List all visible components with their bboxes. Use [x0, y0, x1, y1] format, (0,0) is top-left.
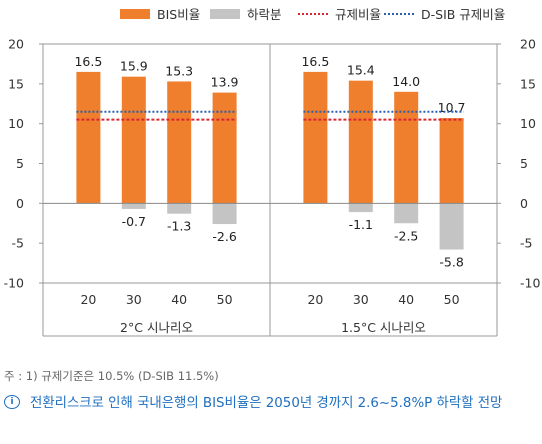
y-tick-label-right: -5 [520, 236, 532, 251]
legend-item-dsib: D-SIB 규제비율 [384, 4, 505, 23]
bis-bar-label: 16.5 [301, 54, 329, 69]
chart-footnote: 주 : 1) 규제기준은 10.5% (D-SIB 11.5%) [4, 369, 219, 383]
bis-bar-label: 14.0 [392, 74, 420, 89]
y-tick-label-right: 20 [520, 37, 536, 52]
x-tick-label: 20 [80, 292, 96, 307]
x-tick-label: 20 [307, 292, 323, 307]
x-tick-label: 40 [398, 292, 414, 307]
bis-bar-label: 15.3 [165, 63, 193, 78]
summary-note: i 전환리스크로 인해 국내은행의 BIS비율은 2050년 경까지 2.6~5… [4, 393, 538, 415]
y-tick-label-left: 5 [16, 156, 24, 171]
legend-swatch-decline [210, 8, 240, 19]
legend-swatch-bis [120, 8, 150, 19]
x-tick-label: 30 [126, 292, 142, 307]
y-tick-label-right: 10 [520, 116, 536, 131]
legend-item-regulatory: 규제비율 [298, 4, 381, 23]
bis-bar [212, 92, 237, 204]
group-label: 1.5°C 시나리오 [341, 320, 426, 335]
bis-bar [121, 76, 146, 204]
info-icon: i [4, 395, 20, 409]
bis-bar-label: 13.9 [211, 75, 239, 90]
x-tick-label: 50 [217, 292, 233, 307]
bis-bar-label: 16.5 [74, 54, 102, 69]
bis-bar-label: 15.4 [347, 63, 375, 78]
bis-bar [167, 81, 192, 204]
decline-bar [348, 203, 373, 213]
summary-note-text: 전환리스크로 인해 국내은행의 BIS비율은 2050년 경까지 2.6~5.8… [30, 396, 503, 411]
x-tick-label: 40 [171, 292, 187, 307]
y-tick-label-left: -5 [12, 236, 24, 251]
x-tick-label: 50 [444, 292, 460, 307]
legend-item-bis: BIS비율 [120, 4, 200, 23]
legend-label-regulatory: 규제비율 [335, 7, 382, 22]
y-tick-label-left: 0 [16, 196, 24, 211]
bis-bar [394, 91, 419, 204]
legend-label-decline: 하락분 [247, 7, 282, 22]
bis-bar [348, 80, 373, 204]
bis-bar-label: 15.9 [120, 59, 148, 74]
bis-bar [439, 118, 464, 204]
decline-bar [439, 203, 464, 250]
x-tick-label: 30 [353, 292, 369, 307]
decline-bar [167, 203, 192, 214]
y-tick-label-right: -10 [520, 276, 540, 291]
decline-bar [394, 203, 419, 224]
y-tick-label-right: 0 [520, 196, 528, 211]
y-tick-label-left: 20 [8, 37, 24, 52]
legend-label-bis: BIS비율 [157, 7, 201, 22]
y-tick-label-right: 5 [520, 156, 528, 171]
y-tick-label-left: 15 [8, 76, 24, 91]
decline-bar-label: -1.1 [349, 217, 373, 232]
y-tick-label-left: 10 [8, 116, 24, 131]
decline-bar-label: -5.8 [439, 255, 463, 270]
decline-bar-label: -0.7 [122, 214, 146, 229]
legend-swatch-regulatory [298, 12, 328, 15]
decline-bar-label: -2.6 [212, 229, 236, 244]
decline-bar [121, 203, 146, 209]
decline-bar-label: -1.3 [167, 219, 191, 234]
legend-swatch-dsib [384, 12, 414, 15]
decline-bar [212, 203, 237, 225]
legend-item-decline: 하락분 [210, 4, 282, 23]
bis-bar [303, 71, 328, 204]
bis-bar-label: 10.7 [438, 100, 466, 115]
decline-bar-label: -2.5 [394, 228, 418, 243]
y-tick-label-right: 15 [520, 76, 536, 91]
bis-bar [76, 71, 101, 204]
y-tick-label-left: -10 [4, 276, 24, 291]
legend-label-dsib: D-SIB 규제비율 [421, 7, 506, 22]
group-label: 2°C 시나리오 [120, 320, 193, 335]
chart-legend: BIS비율 하락분 규제비율 D-SIB 규제비율 [0, 2, 542, 24]
